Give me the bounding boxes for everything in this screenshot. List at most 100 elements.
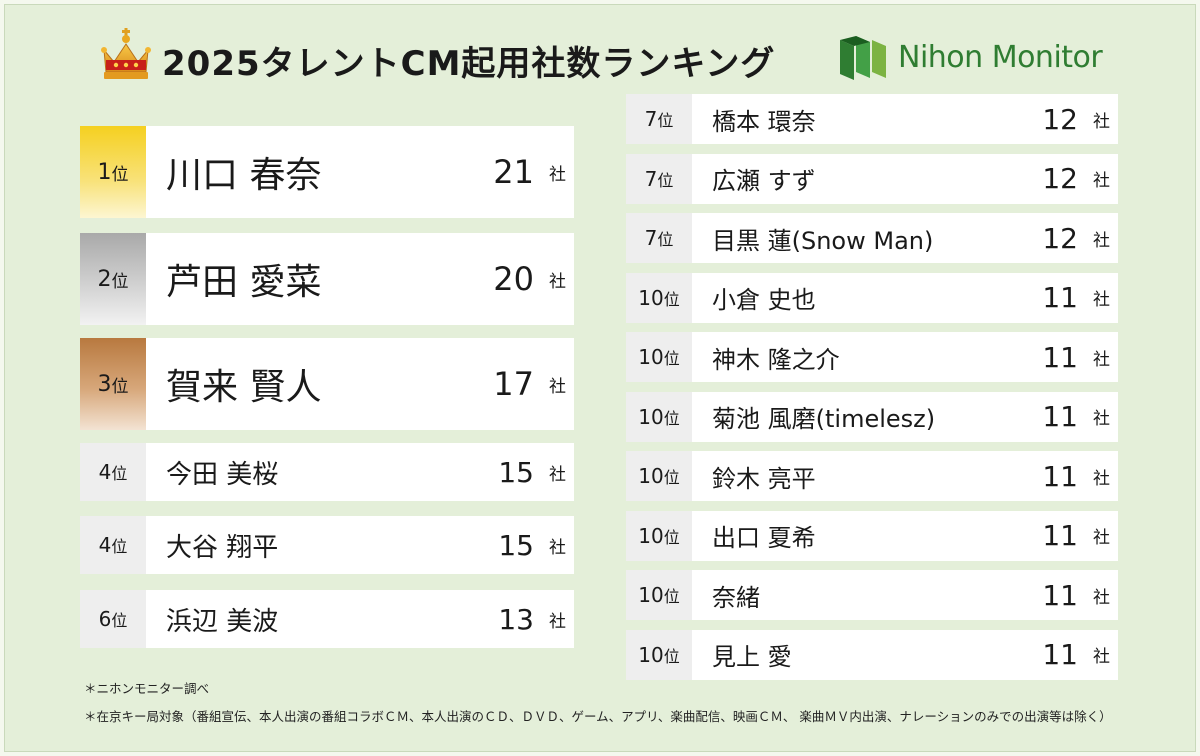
count-unit: 社 [1093, 349, 1110, 370]
rank-suffix: 位 [657, 230, 674, 249]
company-count: 11 [1042, 638, 1078, 671]
rank-suffix: 位 [111, 611, 128, 630]
talent-cell: 浜辺 美波 13 社 [146, 590, 574, 648]
ranking-row: 2 位芦田 愛菜 20 社 [80, 233, 574, 325]
rank-suffix: 位 [663, 527, 680, 547]
talent-cell: 奈緒 11 社 [692, 570, 1118, 620]
rank-number: 7 [644, 166, 658, 191]
rank-suffix: 位 [657, 111, 674, 130]
rank-number: 7 [644, 226, 658, 250]
count-unit: 社 [1093, 290, 1110, 310]
talent-name: 神木 隆之介 [712, 345, 840, 374]
company-count: 12 [1042, 102, 1078, 136]
rank-number: 4 [98, 460, 112, 484]
rank-badge: 10 位 [626, 510, 692, 561]
rank-number: 10 [638, 345, 664, 369]
rank-number: 10 [638, 583, 664, 607]
ranking-row: 10 位小倉 史也 11 社 [626, 272, 1118, 323]
company-count: 11 [1042, 519, 1078, 552]
count-unit: 社 [1093, 171, 1110, 191]
company-count: 12 [1042, 162, 1078, 195]
talent-name: 奈緒 [712, 583, 760, 612]
rank-number: 4 [98, 533, 112, 557]
rank-number: 2 [97, 266, 112, 292]
company-count: 21 [493, 153, 534, 191]
count-unit: 社 [1093, 468, 1110, 489]
ranking-row: 10 位 奈緒 11 社 [626, 570, 1118, 620]
talent-name: 小倉 史也 [712, 286, 816, 314]
count-unit: 社 [549, 464, 566, 485]
count-unit: 社 [549, 271, 566, 292]
rank-suffix: 位 [663, 587, 680, 606]
talent-cell: 目黒 蓮(Snow Man) 12 社 [692, 213, 1118, 263]
ranking-row: 10 位出口 夏希 11 社 [626, 510, 1118, 561]
rank-number: 6 [98, 607, 112, 631]
rank-badge: 10 位 [626, 272, 692, 323]
rank-suffix: 位 [657, 170, 674, 190]
talent-name: 広瀬 すず [712, 167, 816, 195]
count-unit: 社 [1093, 111, 1110, 132]
rank-suffix: 位 [663, 349, 680, 368]
page-title: 2025タレントCM起用社数ランキング [162, 44, 776, 84]
rank-number: 3 [97, 371, 112, 397]
talent-name: 浜辺 美波 [166, 606, 279, 637]
company-count: 12 [1042, 221, 1078, 255]
company-count: 11 [1042, 400, 1078, 433]
talent-cell: 小倉 史也 11 社 [692, 272, 1118, 323]
count-unit: 社 [549, 164, 566, 185]
company-count: 17 [493, 365, 534, 403]
talent-cell: 橋本 環奈 12 社 [692, 94, 1118, 144]
ranking-row: 10 位菊池 風磨(timelesz) 11 社 [626, 391, 1118, 442]
count-unit: 社 [1093, 647, 1110, 667]
talent-name: 目黒 蓮(Snow Man) [712, 226, 934, 255]
count-unit: 社 [549, 611, 566, 632]
brand-name: Nihon Monitor [898, 40, 1103, 75]
talent-cell: 広瀬 すず 12 社 [692, 153, 1118, 204]
talent-cell: 川口 春奈 21 社 [146, 126, 574, 218]
company-count: 13 [498, 602, 534, 636]
count-unit: 社 [1093, 587, 1110, 608]
talent-cell: 今田 美桜 15 社 [146, 443, 574, 501]
rank-suffix: 位 [111, 376, 129, 397]
crown-icon [101, 28, 151, 79]
footnote-scope: ＊在京キー局対象（番組宣伝、本人出演の番組コラボＣＭ、本人出演のＣＤ、ＤＶＤ、ゲ… [84, 709, 1112, 724]
ranking-row: 10 位神木 隆之介 11 社 [626, 332, 1118, 382]
company-count: 11 [1042, 578, 1078, 612]
count-unit: 社 [549, 537, 566, 558]
ranking-row: 10 位鈴木 亮平 11 社 [626, 451, 1118, 501]
talent-name: 大谷 翔平 [166, 532, 279, 563]
ranking-row: 7 位目黒 蓮(Snow Man) 12 社 [626, 213, 1118, 263]
rank-badge: 10 位 [626, 451, 692, 501]
talent-cell: 出口 夏希 11 社 [692, 510, 1118, 561]
ranking-row: 4 位大谷 翔平 15 社 [80, 516, 574, 574]
count-unit: 社 [1093, 409, 1110, 429]
talent-cell: 大谷 翔平 15 社 [146, 516, 574, 574]
rank-suffix: 位 [111, 537, 128, 556]
rank-number: 7 [644, 107, 658, 131]
nihon-monitor-logo-icon [840, 36, 886, 80]
rank-suffix: 位 [111, 164, 129, 185]
talent-name: 鈴木 亮平 [712, 464, 816, 493]
rank-number: 10 [638, 523, 664, 548]
rank-number: 1 [97, 159, 112, 185]
ranking-row: 1 位川口 春奈 21 社 [80, 126, 574, 218]
talent-name: 芦田 愛菜 [166, 262, 322, 303]
company-count: 11 [1042, 459, 1078, 493]
talent-name: 川口 春奈 [166, 155, 322, 196]
talent-name: 出口 夏希 [712, 524, 816, 552]
company-count: 11 [1042, 281, 1078, 314]
rank-number: 10 [638, 642, 664, 667]
company-count: 15 [498, 528, 534, 562]
talent-name: 橋本 環奈 [712, 107, 816, 136]
talent-name: 菊池 風磨(timelesz) [712, 405, 936, 433]
count-unit: 社 [549, 376, 566, 397]
ranking-row: 10 位見上 愛 11 社 [626, 629, 1118, 680]
talent-cell: 芦田 愛菜 20 社 [146, 233, 574, 325]
